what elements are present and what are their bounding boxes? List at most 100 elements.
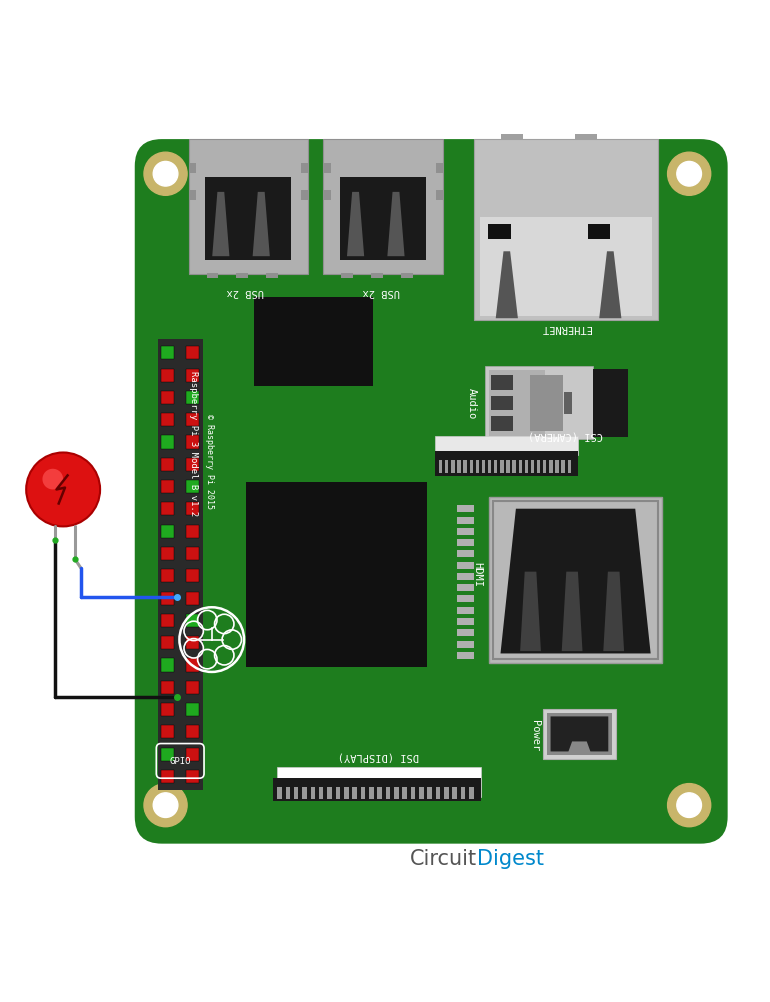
Polygon shape	[496, 252, 518, 319]
Bar	[277, 788, 282, 799]
Bar	[419, 788, 424, 799]
Bar	[480, 216, 652, 317]
Bar	[186, 614, 199, 627]
Bar	[186, 636, 199, 649]
Polygon shape	[213, 191, 229, 257]
Circle shape	[144, 784, 187, 827]
Text: USB 2x: USB 2x	[363, 287, 400, 297]
Bar	[564, 392, 572, 414]
Bar	[457, 629, 474, 636]
Bar	[161, 413, 174, 426]
Bar	[489, 497, 662, 662]
Bar	[549, 460, 553, 473]
Bar	[186, 458, 199, 471]
Circle shape	[677, 161, 701, 186]
Bar	[161, 680, 174, 693]
Bar	[491, 396, 513, 410]
Bar	[531, 375, 563, 431]
Polygon shape	[500, 509, 651, 653]
Bar	[186, 547, 199, 560]
Bar	[464, 460, 467, 473]
Bar	[286, 788, 290, 799]
Bar	[485, 367, 593, 440]
Bar	[491, 375, 513, 390]
Bar	[482, 460, 485, 473]
Bar	[512, 460, 516, 473]
Bar	[435, 436, 578, 455]
Bar	[186, 391, 199, 404]
Bar	[488, 460, 491, 473]
Bar	[161, 458, 174, 471]
Bar	[474, 139, 658, 320]
Bar	[301, 163, 308, 172]
Bar	[537, 460, 541, 473]
Bar	[161, 725, 174, 738]
Bar	[161, 703, 174, 716]
Bar	[254, 297, 373, 386]
Bar	[186, 747, 199, 761]
Bar	[457, 460, 460, 473]
Bar	[186, 436, 199, 449]
Bar	[501, 133, 524, 139]
Bar	[360, 788, 365, 799]
Bar	[457, 516, 474, 524]
Bar	[457, 640, 474, 647]
Bar	[439, 460, 442, 473]
Bar	[186, 347, 199, 360]
Bar	[575, 133, 598, 139]
Bar	[277, 767, 481, 798]
Bar	[186, 703, 199, 716]
Text: Circuit: Circuit	[410, 849, 477, 869]
Bar	[457, 584, 474, 591]
Bar	[206, 176, 291, 261]
Bar	[435, 451, 578, 476]
Bar	[186, 725, 199, 738]
Bar	[161, 770, 174, 783]
Bar	[161, 391, 174, 404]
Bar	[444, 788, 449, 799]
Text: Audio: Audio	[467, 388, 477, 419]
Bar	[394, 788, 399, 799]
Circle shape	[26, 453, 100, 526]
Text: Raspberry Pi 3 Model B v1.2: Raspberry Pi 3 Model B v1.2	[189, 372, 199, 516]
Bar	[323, 139, 443, 274]
Bar	[301, 190, 308, 199]
Bar	[161, 658, 174, 671]
Polygon shape	[253, 191, 270, 257]
Bar	[161, 614, 174, 627]
Bar	[161, 747, 174, 761]
Circle shape	[144, 152, 187, 195]
Bar	[273, 779, 481, 802]
Bar	[524, 460, 528, 473]
Bar	[457, 618, 474, 625]
Bar	[186, 591, 199, 604]
Bar	[161, 569, 174, 582]
Bar	[302, 788, 306, 799]
Bar	[547, 712, 612, 756]
Bar	[457, 595, 474, 602]
Bar	[186, 480, 199, 493]
Bar	[189, 163, 196, 172]
Bar	[491, 416, 513, 431]
Bar	[341, 273, 353, 278]
Bar	[543, 460, 547, 473]
Bar	[588, 224, 611, 238]
Bar	[161, 480, 174, 493]
Bar	[555, 460, 559, 473]
Bar	[470, 460, 473, 473]
Text: ETHERNET: ETHERNET	[541, 323, 591, 333]
Bar	[488, 224, 511, 238]
Polygon shape	[604, 572, 624, 651]
Bar	[489, 370, 545, 436]
Polygon shape	[347, 191, 364, 257]
Bar	[500, 460, 504, 473]
Bar	[161, 436, 174, 449]
Polygon shape	[387, 191, 404, 257]
Circle shape	[677, 793, 701, 818]
Bar	[266, 273, 278, 278]
Bar	[401, 273, 413, 278]
Bar	[236, 273, 248, 278]
Bar	[445, 460, 448, 473]
Text: Power: Power	[531, 720, 540, 752]
Bar	[336, 788, 340, 799]
